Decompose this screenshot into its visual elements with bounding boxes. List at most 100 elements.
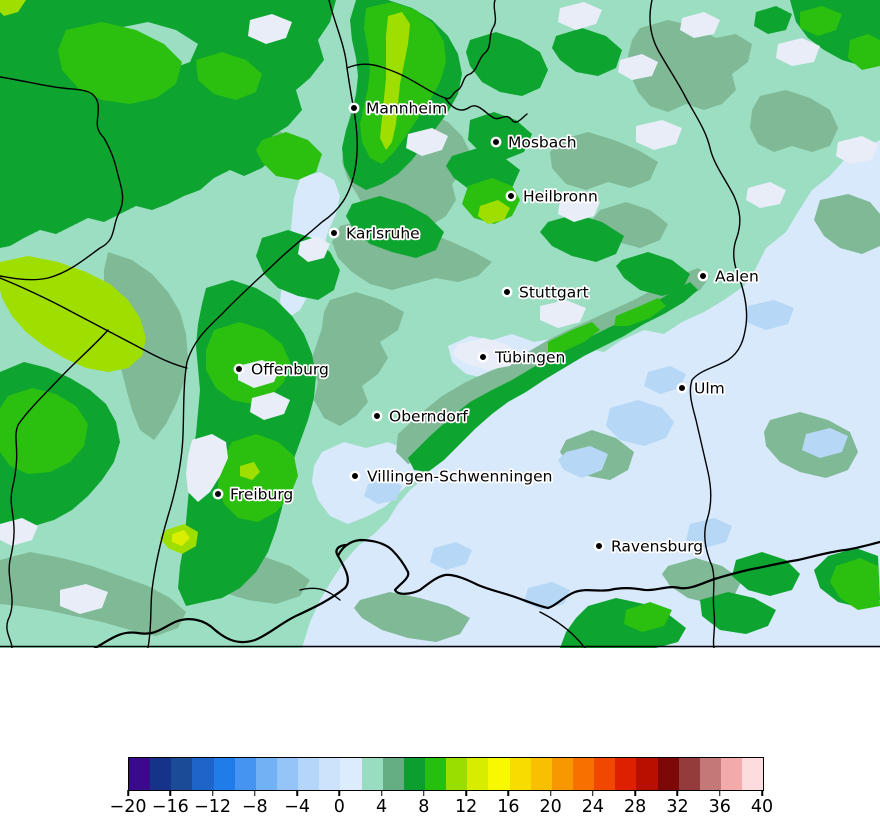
colorbar-tick [380,790,383,796]
colorbar-tick-label: −20 [109,797,147,817]
city-label: Aalen [715,268,759,286]
colorbar-segment [213,758,235,790]
colorbar-tick-label: −4 [284,797,310,817]
colorbar-segment [530,758,552,790]
colorbar-segment [488,758,510,790]
colorbar-segment [572,758,595,790]
colorbar-segment [319,758,341,790]
colorbar-segment [276,758,299,790]
border-france-departments-2 [6,329,109,648]
country-borders [93,538,880,648]
colorbar-tick [211,790,214,796]
colorbar-axis: −20 −16 −12 −8 −4 0 4 8 12 16 20 24 28 32 36 40 [110,790,773,826]
colorbar-segment [594,758,616,790]
colorbar-tick-label: 20 [539,797,562,817]
city-marker [371,410,383,422]
border-neckar-odenwald [444,97,528,123]
colorbar-tick-label: −12 [194,797,231,817]
colorbar-tick-label: 8 [418,797,430,817]
city-label: Stuttgart [519,284,589,302]
colorbar-segment [255,758,277,790]
field-lavender [0,2,878,614]
city-label: Mosbach [508,134,577,152]
colorbar-segment [171,758,193,790]
footer: Temperatur in 2m (in °C) Do, 18.12.2025 … [0,648,880,830]
colorbar-tick [296,790,298,796]
colorbar-tick [507,790,510,796]
city-marker [233,363,245,375]
city-marker [349,470,361,482]
temperature-colorbar [128,757,764,791]
map-container: Mannheim Mosbach Heilbronn Karlsruhe Stuttga… [0,0,880,648]
colorbar-segment [340,758,362,790]
colorbar-segment [699,758,721,790]
city-marker [328,227,340,239]
colorbar-tick [592,790,594,796]
city-markers: Mannheim Mosbach Heilbronn Karlsruhe Stuttga… [212,98,760,557]
city-label: Mannheim [366,100,447,118]
colorbar-tick [254,790,256,796]
city-label: Villingen-Schwenningen [367,468,552,486]
city-marker [477,351,489,363]
border-swiss-internal-1 [539,611,586,648]
colorbar-segment [636,758,658,790]
colorbar-tick-label: 36 [708,797,731,817]
colorbar-tick [718,790,721,796]
city-marker [501,286,513,298]
colorbar-segment [720,758,743,790]
colorbar-tick [127,790,129,796]
colorbar-tick [338,790,341,796]
colorbar-tick-label: 32 [666,797,689,817]
colorbar-segment [678,758,700,790]
colorbar-tick [169,790,172,796]
colorbar-segment [424,758,447,790]
city-label: Oberndorf [389,408,468,426]
colorbar-tick [676,790,679,796]
colorbar-segment [382,758,404,790]
city-marker [212,488,224,500]
border-north-east [346,0,497,100]
city-marker [505,190,517,202]
city-marker [593,540,605,552]
colorbar-segment [551,758,573,790]
city-marker [697,270,709,282]
border-schaffhausen [335,543,347,558]
border-bavaria [649,0,748,648]
colorbar-tick-label: 24 [581,797,605,817]
city-label: Karlsruhe [346,225,420,243]
city-marker [348,102,360,114]
colorbar-segment [361,758,383,790]
colorbar-segment [742,758,764,790]
colorbar-segment [403,758,425,790]
colorbar-tick [634,790,636,796]
city-label: Ulm [694,380,725,398]
colorbar-tick [549,790,552,796]
colorbar-segment [192,758,214,790]
colorbar-tick [423,790,425,796]
colorbar-segment [150,758,172,790]
colorbar-tick-label: −16 [151,797,189,817]
colorbar-segment [298,758,320,790]
colorbar-tick [761,790,763,796]
colorbar-tick-label: 4 [376,797,388,817]
field-yellow-green [0,0,510,554]
border-switzerland-austria [93,538,880,648]
colorbar-tick-label: 28 [624,797,647,817]
city-label: Ravensburg [611,538,703,556]
city-label: Freiburg [230,486,293,504]
colorbar-tick-label: 0 [333,797,345,817]
temperature-field [0,0,880,648]
city-marker [676,382,688,394]
city-label: Heilbronn [523,188,598,206]
colorbar-segment [509,758,531,790]
colorbar-tick [465,790,467,796]
city-marker [490,136,502,148]
border-pfalz [0,76,124,281]
border-france-departments-1 [0,277,188,369]
colorbar-segment [657,758,679,790]
colorbar-segment [467,758,489,790]
city-label: Tübingen [494,349,565,367]
colorbar-tick-label: 12 [454,797,478,817]
colorbar-segment [129,758,151,790]
